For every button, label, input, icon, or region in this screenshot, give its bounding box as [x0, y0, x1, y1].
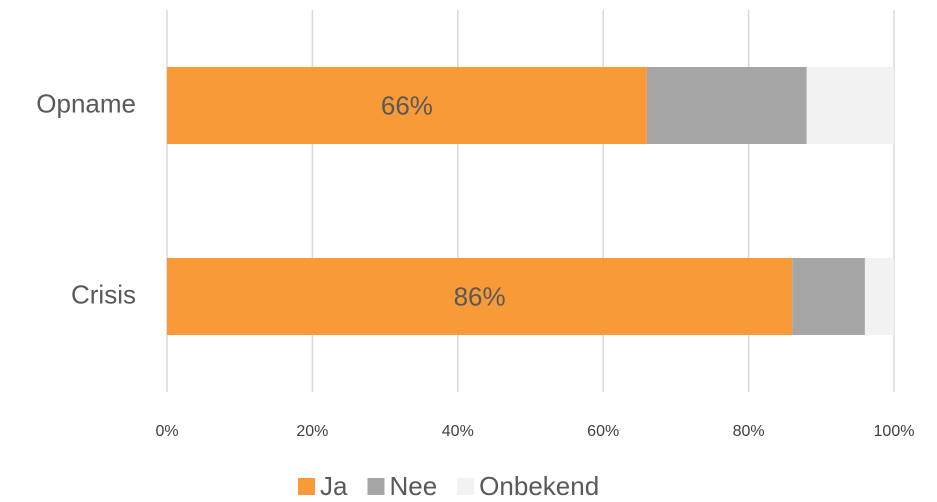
x-tick-label: 40% [442, 423, 474, 440]
bar-segment [806, 67, 894, 144]
x-tick-label: 20% [296, 423, 328, 440]
data-label: 66% [381, 90, 433, 120]
x-tick-label: 100% [874, 423, 915, 440]
legend-label: Nee [389, 471, 437, 501]
bar-segment [167, 258, 793, 335]
category-label: Crisis [71, 279, 136, 309]
bar-segment [792, 258, 865, 335]
legend-swatch [367, 478, 385, 495]
legend-swatch [457, 478, 475, 495]
legend-label: Onbekend [479, 471, 599, 501]
legend-swatch [298, 478, 315, 495]
legend-label: Ja [320, 471, 348, 501]
category-label: Opname [36, 88, 136, 118]
data-label: 86% [454, 281, 506, 311]
x-tick-label: 60% [587, 423, 619, 440]
x-tick-label: 0% [155, 423, 178, 440]
bar-segment [864, 258, 894, 335]
x-tick-label: 80% [733, 423, 765, 440]
bar-segment [167, 67, 647, 144]
bar-segment [646, 67, 807, 144]
